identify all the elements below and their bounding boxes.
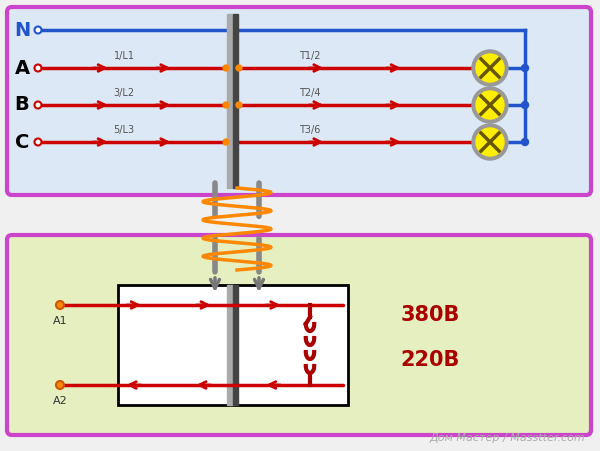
Circle shape [476,128,504,156]
Text: B: B [14,96,29,115]
Text: N: N [14,20,30,40]
Text: 380В: 380В [400,305,460,325]
Circle shape [223,102,229,108]
Text: Дом Мастер / Masstter.com: Дом Мастер / Masstter.com [429,433,585,443]
Bar [227,14,233,188]
Text: T2/4: T2/4 [299,88,321,98]
Text: 1/L1: 1/L1 [113,51,134,61]
Circle shape [236,65,242,71]
FancyBboxPatch shape [7,7,591,195]
Text: C: C [15,133,29,152]
Circle shape [236,102,242,108]
Circle shape [35,64,41,72]
Circle shape [35,101,41,109]
Text: 3/L2: 3/L2 [113,88,134,98]
Circle shape [35,27,41,33]
Circle shape [56,381,64,389]
Circle shape [521,64,529,72]
Circle shape [223,65,229,71]
Circle shape [472,50,508,86]
Circle shape [476,54,504,82]
Bar [233,14,238,188]
Bar [227,285,233,405]
Text: A2: A2 [53,396,67,406]
Text: T1/2: T1/2 [299,51,321,61]
Bar [233,285,238,405]
Circle shape [521,101,529,109]
Circle shape [35,138,41,146]
Circle shape [223,139,229,145]
Circle shape [472,87,508,123]
Text: T3/6: T3/6 [299,125,320,135]
Text: 5/L3: 5/L3 [113,125,134,135]
Text: 220В: 220В [400,350,460,370]
Circle shape [476,91,504,119]
Circle shape [472,124,508,160]
Text: A1: A1 [53,316,67,326]
Circle shape [56,301,64,309]
Circle shape [521,138,529,146]
Text: A: A [14,59,29,78]
Bar [118,285,348,405]
FancyBboxPatch shape [7,235,591,435]
